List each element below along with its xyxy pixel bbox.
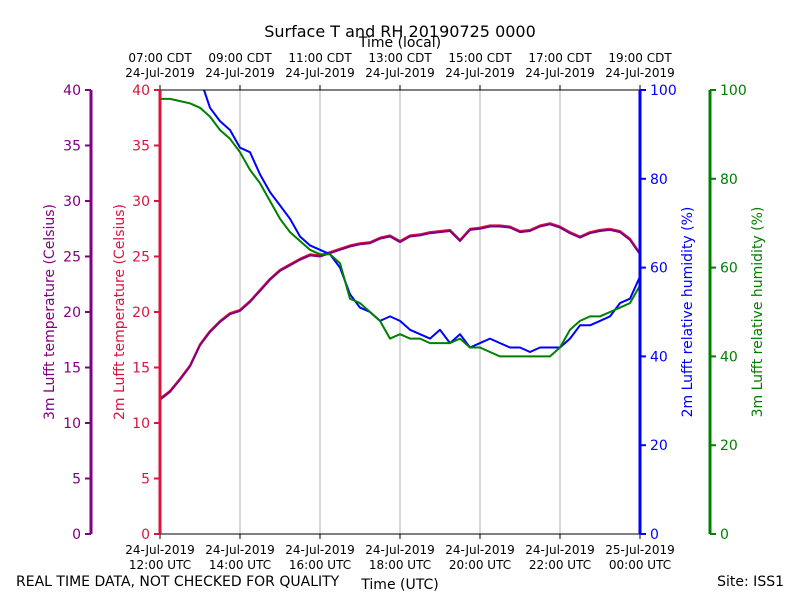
temp2m-tick-label: 0 [141,527,150,543]
x-tick-label-top: 11:00 CDT [288,51,352,65]
x-tick-label-bottom: 00:00 UTC [609,558,671,572]
rh3m-tick-label: 60 [720,261,738,277]
x-tick-label-top: 24-Jul-2019 [365,66,435,80]
temp2m-tick-label: 35 [132,139,150,155]
temp2m-tick-label: 40 [132,83,150,99]
x-tick-label-top: 17:00 CDT [528,51,592,65]
temp3m-tick-label: 25 [63,250,81,266]
rh3m-tick-label: 80 [720,172,738,188]
x-tick-label-bottom: 12:00 UTC [129,558,191,572]
rh2m-axis-label: 2m Lufft relative humidity (%) [680,207,696,418]
x-tick-label-top: 24-Jul-2019 [525,66,595,80]
x-tick-label-bottom: 24-Jul-2019 [285,543,355,557]
rh2m-tick-label: 40 [650,349,668,365]
x-tick-label-top: 24-Jul-2019 [445,66,515,80]
chart-title: Surface T and RH 20190725 0000 [264,22,536,41]
x-tick-label-bottom: 16:00 UTC [289,558,351,572]
temp3m-axis-label: 3m Lufft temperature (Celsius) [42,204,58,420]
temp2m-tick-label: 25 [132,250,150,266]
x-tick-label-bottom: 24-Jul-2019 [445,543,515,557]
rh3m-tick-label: 100 [720,83,747,99]
x-tick-label-bottom: 24-Jul-2019 [125,543,195,557]
rh3m-tick-label: 40 [720,349,738,365]
temp3m-tick-label: 30 [63,194,81,210]
x-tick-label-bottom: 14:00 UTC [209,558,271,572]
temp3m-tick-label: 15 [63,361,81,377]
x-tick-label-top: 24-Jul-2019 [285,66,355,80]
temp3m-tick-label: 40 [63,83,81,99]
x-tick-label-top: 24-Jul-2019 [605,66,675,80]
temp3m-tick-label: 20 [63,305,81,321]
bottom-axis-label: Time (UTC) [360,577,438,593]
x-tick-label-top: 15:00 CDT [448,51,512,65]
rh3m-tick-label: 20 [720,438,738,454]
temp3m-tick-label: 5 [72,472,81,488]
rh3m-tick-label: 0 [720,527,729,543]
x-tick-label-bottom: 18:00 UTC [369,558,431,572]
x-tick-label-top: 24-Jul-2019 [125,66,195,80]
rh2m-tick-label: 60 [650,261,668,277]
rh2m-tick-label: 100 [650,83,677,99]
x-tick-label-bottom: 22:00 UTC [529,558,591,572]
x-tick-label-bottom: 24-Jul-2019 [205,543,275,557]
x-tick-label-bottom: 24-Jul-2019 [525,543,595,557]
x-tick-label-top: 13:00 CDT [368,51,432,65]
temp2m-axis-label: 2m Lufft temperature (Celsius) [112,204,128,420]
quality-disclaimer: REAL TIME DATA, NOT CHECKED FOR QUALITY [16,574,340,590]
series-line-rh3m [160,97,641,358]
temp2m-tick-label: 15 [132,361,150,377]
temp3m-tick-label: 0 [72,527,81,543]
temp2m-tick-label: 10 [132,416,150,432]
rh2m-tick-label: 80 [650,172,668,188]
rh2m-tick-label: 0 [650,527,659,543]
series-line-rh2m [203,89,641,353]
temp2m-tick-label: 30 [132,194,150,210]
x-tick-label-bottom: 24-Jul-2019 [365,543,435,557]
temp2m-tick-label: 20 [132,305,150,321]
temp3m-tick-label: 35 [63,139,81,155]
series-line-temp3m [159,223,641,401]
x-tick-label-top: 24-Jul-2019 [205,66,275,80]
temp3m-tick-label: 10 [63,416,81,432]
x-tick-label-bottom: 20:00 UTC [449,558,511,572]
site-label: Site: ISS1 [717,574,784,590]
rh3m-axis-label: 3m Lufft relative humidity (%) [750,207,766,418]
top-axis-label: Time (local) [358,35,441,51]
temp2m-tick-label: 5 [141,472,150,488]
x-tick-label-top: 07:00 CDT [128,51,192,65]
x-tick-label-bottom: 25-Jul-2019 [605,543,675,557]
x-tick-label-top: 19:00 CDT [608,51,672,65]
rh2m-tick-label: 20 [650,438,668,454]
x-tick-label-top: 09:00 CDT [208,51,272,65]
